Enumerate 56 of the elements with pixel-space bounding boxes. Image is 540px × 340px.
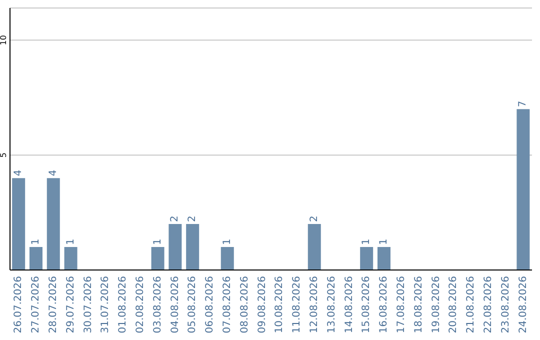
x-tick-label: 27.07.2026 [30,276,42,334]
x-tick-label: 17.08.2026 [396,276,407,334]
data-label: 4 [48,170,59,176]
bar [377,247,390,270]
data-label: 1 [65,238,76,246]
data-label: 1 [152,238,164,246]
y-tick-label: 5 [0,152,8,158]
x-tick-label: 02.08.2026 [135,276,146,334]
bar [308,224,321,270]
data-label: 7 [518,100,529,108]
x-tick-label: 26.07.2026 [13,276,24,334]
x-tick-label: 24.08.2026 [518,276,529,334]
data-label: 4 [13,170,24,176]
bar [29,247,42,270]
bar [516,109,530,270]
data-label: 1 [222,238,233,246]
data-label: 1 [378,238,390,246]
x-tick-label: 18.08.2026 [413,276,424,334]
x-tick-label: 11.08.2026 [292,276,303,334]
x-tick-label: 05.08.2026 [187,276,198,334]
x-tick-label: 21.08.2026 [466,276,477,334]
bar [186,224,200,270]
data-label: 2 [187,216,198,222]
data-label: 1 [361,238,372,246]
x-tick-label: 09.08.2026 [256,276,268,334]
bar [220,247,234,270]
x-tick-label: 04.08.2026 [170,276,181,334]
data-label: 2 [170,216,181,222]
x-tick-label: 31.07.2026 [100,276,112,334]
x-tick-label: 12.08.2026 [309,276,320,334]
x-tick-label: 06.08.2026 [204,276,216,334]
x-tick-label: 22.08.2026 [483,276,494,334]
y-tick-label: 10 [0,35,8,46]
x-tick-label: 03.08.2026 [152,276,164,334]
data-label: 2 [308,216,320,222]
x-tick-label: 19.08.2026 [430,276,442,334]
x-tick-label: 16.08.2026 [378,276,390,334]
bar [46,178,60,270]
x-tick-label: 13.08.2026 [326,276,338,334]
x-tick-label: 23.08.2026 [500,276,512,334]
x-tick-label: 20.08.2026 [448,276,460,334]
x-tick-label: 29.07.2026 [65,276,76,334]
data-label: 1 [30,238,42,246]
bar [12,178,26,270]
x-tick-label: 28.07.2026 [48,276,59,334]
x-tick-label: 10.08.2026 [274,276,286,334]
x-tick-label: 15.08.2026 [361,276,372,334]
bar [64,247,78,270]
x-tick-label: 08.08.2026 [239,276,250,334]
x-tick-label: 14.08.2026 [344,276,355,334]
bar [360,247,374,270]
x-tick-label: 01.08.2026 [118,276,129,334]
bar [168,224,182,270]
bar [151,247,164,270]
x-tick-label: 30.07.2026 [82,276,94,334]
x-tick-label: 07.08.2026 [222,276,233,334]
